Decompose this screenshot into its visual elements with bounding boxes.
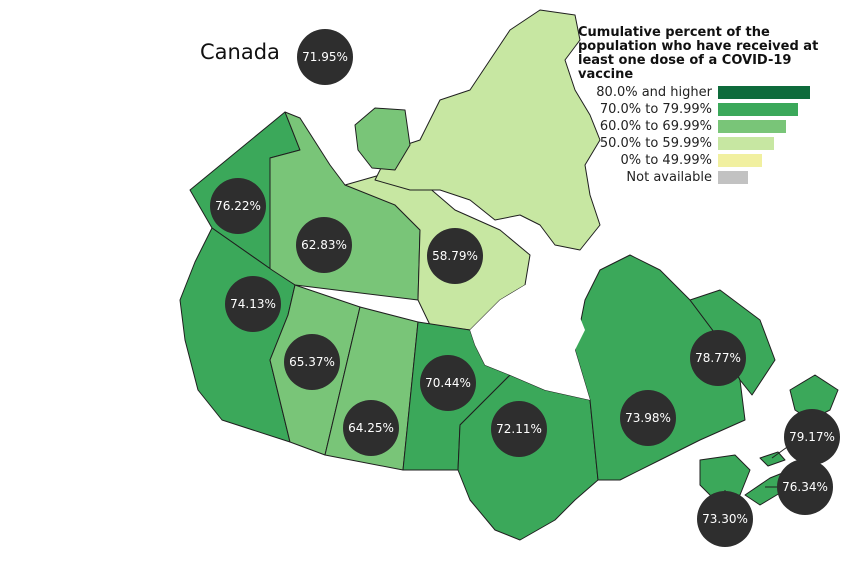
value-bubble-nunavut: 58.79% bbox=[427, 228, 483, 284]
legend-item: Not available bbox=[578, 169, 848, 186]
legend-swatch bbox=[718, 171, 748, 184]
value-bubble-northwest-territories: 62.83% bbox=[296, 217, 352, 273]
legend-item-label: 70.0% to 79.99% bbox=[599, 102, 712, 117]
region-nunavut-islands[interactable] bbox=[374, 9, 601, 251]
legend-title: Cumulative percent of the population who… bbox=[578, 26, 848, 82]
legend-item: 60.0% to 69.99% bbox=[578, 118, 848, 135]
legend-title-line: Cumulative percent of the bbox=[578, 25, 770, 40]
region-newfoundland-island[interactable] bbox=[789, 374, 839, 421]
legend-item-label: 60.0% to 69.99% bbox=[599, 119, 712, 134]
legend-swatch bbox=[718, 154, 762, 167]
value-bubble-prince-edward-island: 79.17% bbox=[784, 409, 840, 465]
value-bubble-new-brunswick: 73.30% bbox=[697, 491, 753, 547]
legend: Cumulative percent of the population who… bbox=[578, 26, 848, 186]
value-bubble-manitoba: 70.44% bbox=[420, 355, 476, 411]
value-bubble-nova-scotia: 76.34% bbox=[777, 459, 833, 515]
value-bubble-saskatchewan: 64.25% bbox=[343, 400, 399, 456]
hudson-bay bbox=[470, 285, 590, 400]
legend-item-label: 80.0% and higher bbox=[596, 85, 712, 100]
legend-item: 50.0% to 59.99% bbox=[578, 135, 848, 152]
legend-swatch bbox=[718, 137, 774, 150]
legend-item: 0% to 49.99% bbox=[578, 152, 848, 169]
value-bubble-ontario: 72.11% bbox=[491, 401, 547, 457]
value-bubble-newfoundland-labrador: 78.77% bbox=[690, 330, 746, 386]
value-bubble-alberta: 65.37% bbox=[284, 334, 340, 390]
country-value-bubble: 71.95% bbox=[297, 29, 353, 85]
legend-swatch bbox=[718, 86, 810, 99]
value-bubble-british-columbia: 74.13% bbox=[225, 276, 281, 332]
legend-item-label: 50.0% to 59.99% bbox=[599, 136, 712, 151]
legend-title-line: population who have received at bbox=[578, 39, 819, 54]
legend-item: 70.0% to 79.99% bbox=[578, 101, 848, 118]
value-bubble-quebec: 73.98% bbox=[620, 390, 676, 446]
legend-swatch bbox=[718, 103, 798, 116]
region-prince-edward-island[interactable] bbox=[759, 451, 786, 467]
region-nunavut-west-island[interactable] bbox=[354, 107, 411, 171]
legend-item: 80.0% and higher bbox=[578, 84, 848, 101]
legend-title-line: least one dose of a COVID-19 vaccine bbox=[578, 53, 792, 82]
legend-item-label: 0% to 49.99% bbox=[620, 153, 712, 168]
country-name: Canada bbox=[200, 40, 280, 64]
value-bubble-yukon: 76.22% bbox=[210, 178, 266, 234]
legend-item-label: Not available bbox=[626, 170, 712, 185]
legend-swatch bbox=[718, 120, 786, 133]
